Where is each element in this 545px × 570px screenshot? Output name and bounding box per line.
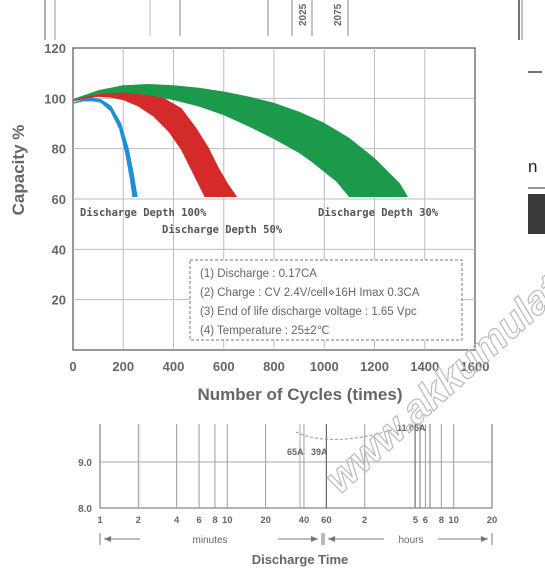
note-end-voltage: (3) End of life discharge voltage : 1.65… — [200, 306, 417, 318]
fragment-dark-block — [528, 194, 545, 234]
main-y-tick-60: 60 — [52, 192, 66, 207]
main-x-tick-1000: 1000 — [310, 359, 339, 374]
main-x-tick-600: 600 — [213, 359, 235, 374]
bottom-y-tick-8: 8.0 — [78, 504, 92, 515]
annotation-depth-30: Discharge Depth 30% — [318, 207, 439, 219]
main-x-tick-400: 400 — [163, 359, 185, 374]
discharge-time-chart: 1 2 4 6 8 10 20 40 60 2 5 6 8 10 20 9.0 8.0 65A 39A 11… — [78, 423, 497, 567]
current-label-39a: 39A — [311, 447, 328, 457]
bottom-x-tick-15: 20 — [487, 515, 498, 526]
bottom-y-tick-9: 9.0 — [78, 458, 92, 469]
minutes-unit-label: minutes — [192, 535, 227, 546]
annotation-depth-50: Discharge Depth 50% — [162, 224, 283, 236]
main-y-tick-40: 40 — [52, 242, 66, 257]
note-discharge: (1) Discharge : 0.17CA — [200, 268, 317, 280]
main-y-tick-labels: 20 40 60 80 100 120 — [44, 41, 66, 308]
bottom-x-tick-4: 6 — [196, 515, 201, 526]
main-x-tick-800: 800 — [263, 359, 285, 374]
main-y-tick-80: 80 — [52, 142, 66, 157]
hours-unit-label: hours — [398, 535, 423, 546]
bottom-x-tick-8: 40 — [299, 515, 310, 526]
bottom-x-tick-2: 2 — [136, 515, 141, 526]
fragment-letter: n — [528, 157, 537, 176]
main-y-tick-20: 20 — [52, 293, 66, 308]
bottom-x-tick-13: 8 — [439, 515, 444, 526]
bottom-x-tick-labels: 1 2 4 6 8 10 20 40 60 2 5 6 8 10 20 — [97, 515, 497, 526]
bottom-x-tick-6: 10 — [222, 515, 233, 526]
annotation-depth-100: Discharge Depth 100% — [80, 207, 207, 219]
fragment-label-2: 2075 — [333, 3, 344, 26]
current-label-65a: 65A — [287, 447, 304, 457]
bottom-x-tick-1: 1 — [97, 515, 103, 526]
bottom-x-tick-5: 8 — [212, 515, 217, 526]
main-x-tick-200: 200 — [112, 359, 134, 374]
main-x-tick-1200: 1200 — [360, 359, 389, 374]
test-conditions-box: (1) Discharge : 0.17CA (2) Charge : CV 2… — [190, 260, 462, 340]
main-x-tick-0: 0 — [69, 359, 76, 374]
main-y-tick-100: 100 — [44, 91, 66, 106]
bottom-x-tick-9: 60 — [321, 515, 332, 526]
bottom-x-tick-12: 6 — [423, 515, 428, 526]
main-y-tick-120: 120 — [44, 41, 66, 56]
bottom-x-tick-10: 2 — [362, 515, 367, 526]
fragment-label-1: 2025 — [298, 3, 309, 26]
bottom-x-tick-3: 4 — [174, 515, 180, 526]
main-x-axis-label: Number of Cycles (times) — [198, 385, 403, 404]
bottom-x-axis-label: Discharge Time — [252, 552, 349, 567]
series-band-1 — [73, 98, 137, 196]
bottom-x-tick-14: 10 — [448, 515, 459, 526]
bottom-x-tick-11: 5 — [413, 515, 419, 526]
note-temperature: (4) Temperature : 25±2℃ — [200, 325, 330, 337]
note-charge: (2) Charge : CV 2.4V/cell⋄16H Imax 0.3CA — [200, 287, 420, 299]
main-y-axis-label: Capacity % — [9, 125, 28, 216]
bottom-x-tick-7: 20 — [260, 515, 271, 526]
